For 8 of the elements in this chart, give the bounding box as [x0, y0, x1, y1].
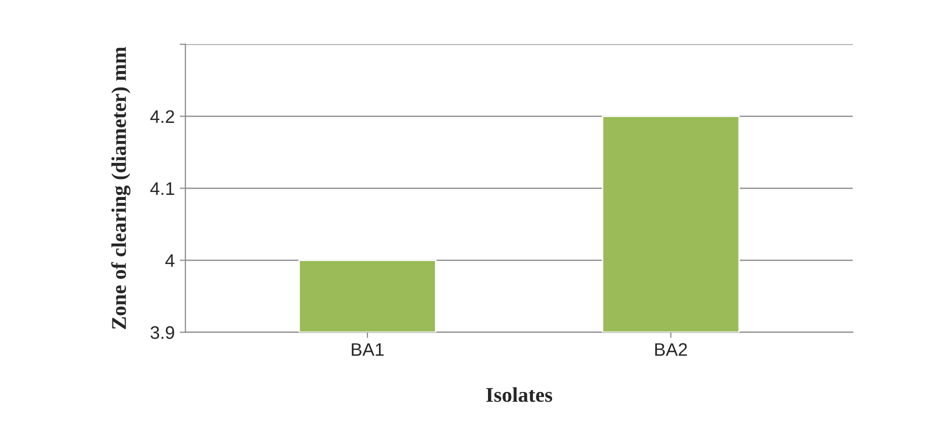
y-tick-label: 3.9 — [150, 326, 174, 339]
x-axis-title: Isolates — [486, 387, 552, 402]
y-tick-label: 4.2 — [150, 110, 174, 123]
x-tick-label: BA2 — [655, 343, 687, 356]
y-tick-label: 4.1 — [150, 182, 174, 195]
x-tick-label: BA1 — [352, 343, 384, 356]
y-tick-label: 4 — [165, 254, 174, 267]
y-axis-title: Zone of clearing (diameter) mm — [111, 46, 130, 330]
